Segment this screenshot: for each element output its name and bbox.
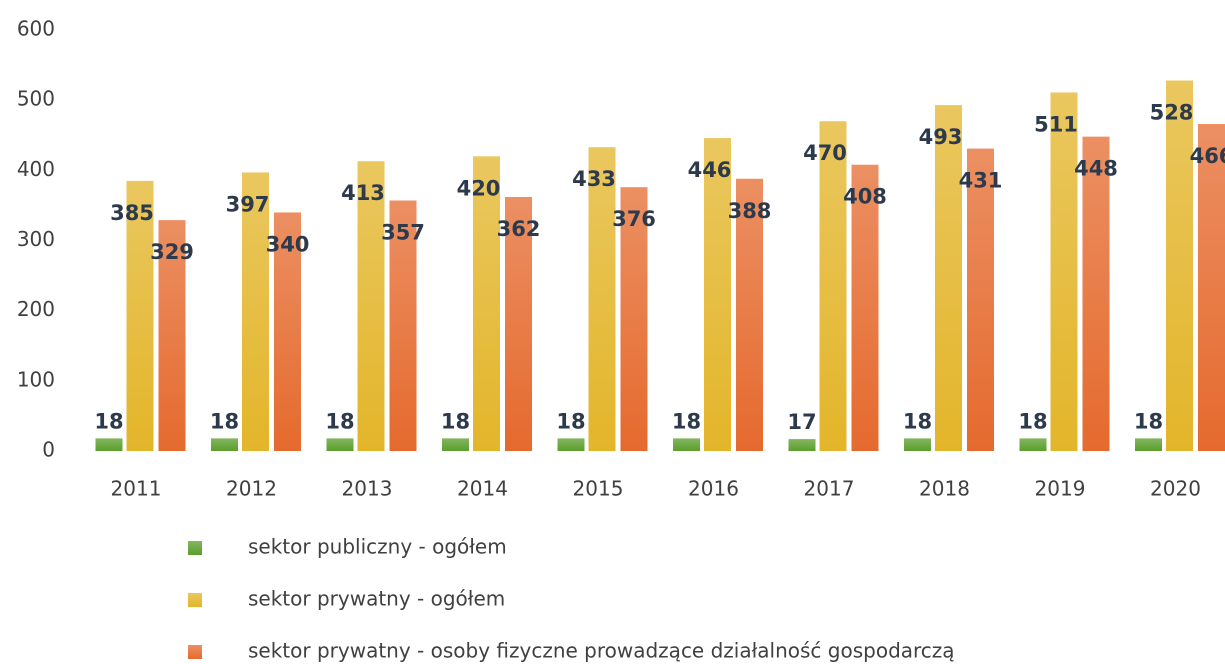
value-label: 511 [1034, 112, 1078, 136]
value-label: 448 [1074, 157, 1118, 181]
value-label: 420 [457, 176, 501, 200]
x-tick-label: 2017 [804, 477, 855, 501]
bar [704, 138, 731, 451]
value-label: 376 [612, 207, 656, 231]
bar [736, 178, 763, 451]
x-tick-label: 2019 [1035, 477, 1086, 501]
value-label: 528 [1150, 101, 1194, 125]
bar [673, 438, 700, 451]
value-label: 340 [266, 232, 310, 256]
bar [620, 187, 648, 451]
bar [1082, 136, 1110, 452]
bar [505, 196, 532, 451]
y-tick-label: 100 [17, 367, 55, 391]
bar [211, 438, 238, 451]
x-tick-label: 2015 [573, 477, 624, 501]
bar [819, 121, 847, 451]
value-label: 17 [787, 410, 816, 434]
x-tick-label: 2020 [1150, 477, 1201, 501]
x-tick-label: 2016 [688, 477, 739, 501]
value-label: 413 [341, 181, 385, 205]
value-label: 18 [903, 409, 932, 433]
value-label: 431 [959, 169, 1003, 193]
bar [274, 212, 301, 451]
value-label: 408 [843, 185, 887, 209]
value-label: 385 [110, 201, 154, 225]
value-label: 18 [672, 409, 701, 433]
value-label: 18 [325, 409, 354, 433]
bar [158, 220, 186, 451]
y-tick-label: 200 [17, 297, 55, 321]
value-label: 397 [226, 192, 270, 216]
y-tick-label: 0 [42, 438, 55, 462]
value-label: 18 [556, 409, 585, 433]
x-tick-label: 2013 [342, 477, 393, 501]
bar [126, 180, 154, 451]
value-label: 18 [1134, 409, 1163, 433]
x-tick-label: 2011 [111, 477, 162, 501]
bar [357, 161, 385, 451]
bar [326, 438, 354, 451]
value-label: 18 [210, 409, 239, 433]
value-label: 357 [381, 221, 425, 245]
bar [557, 438, 585, 451]
value-label: 18 [441, 409, 470, 433]
bar [473, 156, 500, 452]
x-tick-label: 2012 [226, 477, 277, 501]
x-tick-label: 2018 [919, 477, 970, 501]
legend-label: sektor publiczny - ogółem [248, 535, 507, 559]
bar [389, 200, 417, 451]
bar [851, 164, 879, 451]
value-label: 433 [572, 167, 616, 191]
value-label: 466 [1190, 144, 1225, 168]
legend-label: sektor prywatny - ogółem [248, 587, 505, 611]
bar [904, 438, 931, 451]
legend-label: sektor prywatny - osoby fizyczne prowadz… [248, 639, 955, 663]
bar [788, 439, 816, 451]
value-label: 18 [94, 409, 123, 433]
bar [1019, 438, 1047, 451]
value-label: 388 [728, 199, 772, 223]
bar [1050, 92, 1078, 451]
bar [1198, 124, 1225, 452]
x-tick-label: 2014 [457, 477, 508, 501]
value-label: 362 [497, 217, 541, 241]
value-label: 329 [150, 240, 194, 264]
y-tick-label: 500 [17, 87, 55, 111]
bar [442, 438, 469, 451]
bar [242, 172, 269, 451]
legend-swatch [188, 593, 202, 607]
legend-swatch [188, 541, 202, 555]
bar [935, 105, 962, 451]
value-label: 18 [1018, 409, 1047, 433]
y-tick-label: 600 [17, 17, 55, 41]
y-tick-label: 400 [17, 157, 55, 181]
bar [588, 147, 616, 451]
value-label: 493 [919, 125, 963, 149]
bar [967, 148, 994, 451]
value-label: 470 [803, 141, 847, 165]
legend-swatch [188, 645, 202, 659]
y-tick-label: 300 [17, 227, 55, 251]
bar [1166, 80, 1193, 452]
bar [1135, 438, 1162, 451]
bar [95, 438, 123, 451]
value-label: 446 [688, 158, 732, 182]
